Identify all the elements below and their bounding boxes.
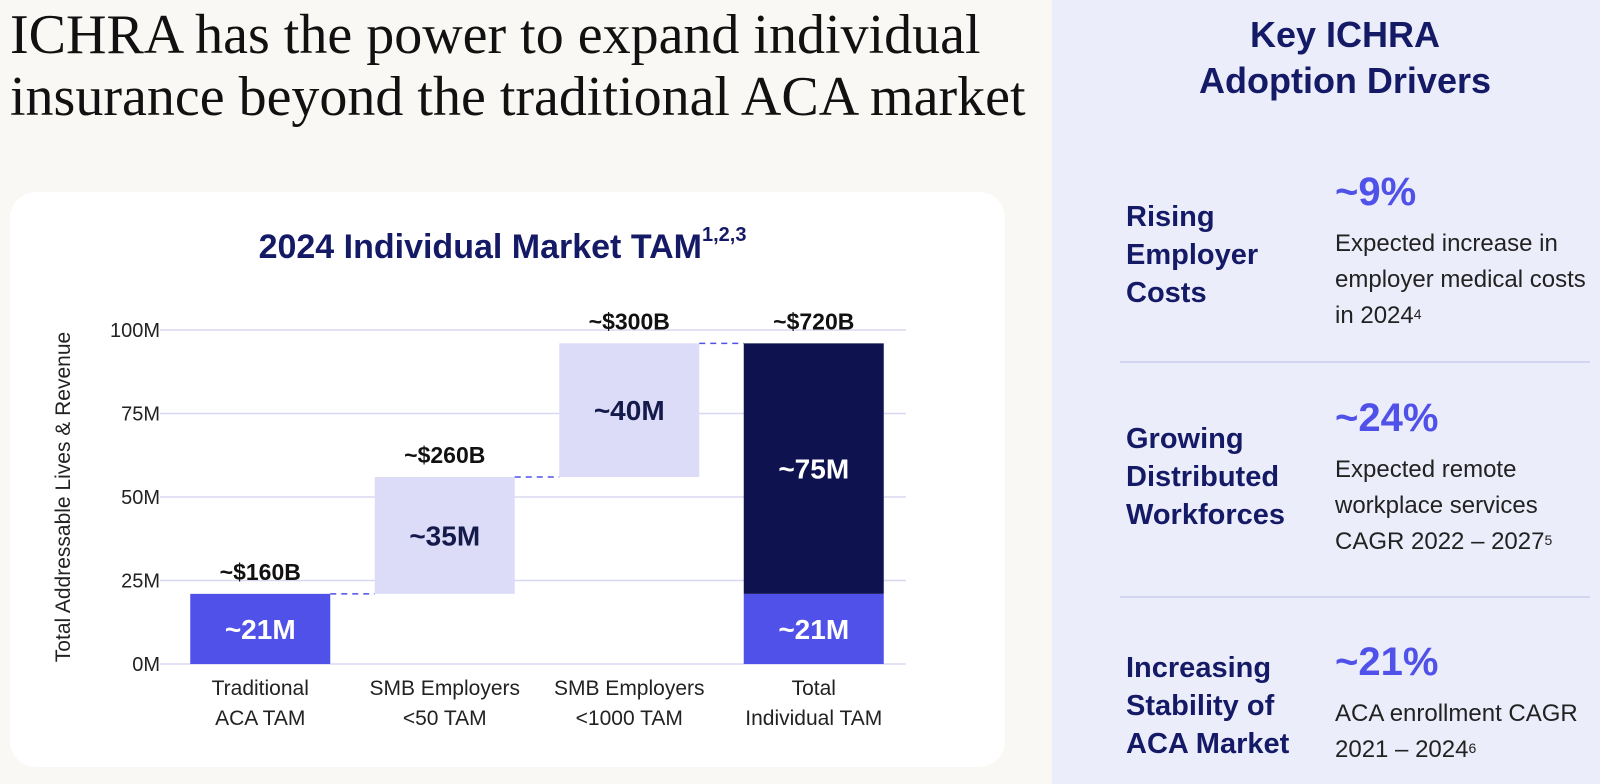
chart-title-footnote: 1,2,3 bbox=[701, 224, 747, 246]
driver-desc-text: Expected remote workplace services CAGR … bbox=[1335, 456, 1545, 555]
driver-stat-rising-costs: ~9% bbox=[1335, 170, 1417, 214]
driver-desc-distributed-workforce: Expected remote workplace services CAGR … bbox=[1335, 452, 1595, 560]
x-category-label: SMB Employers bbox=[369, 677, 520, 700]
waterfall-bar bbox=[190, 593, 331, 664]
bar-value-label: ~21M bbox=[778, 614, 849, 645]
x-category-label: <50 TAM bbox=[403, 707, 487, 730]
bar-value-label: ~21M bbox=[225, 614, 296, 645]
driver-stat-distributed-workforce: ~24% bbox=[1335, 396, 1439, 440]
x-category-label: ACA TAM bbox=[215, 707, 305, 730]
x-category-label: Individual TAM bbox=[745, 707, 882, 730]
y-axis-title: Total Addressable Lives & Revenue bbox=[52, 332, 75, 662]
bar-value-label: ~40M bbox=[594, 395, 665, 426]
waterfall-bar bbox=[374, 476, 515, 594]
driver-label-rising-costs: Rising Employer Costs bbox=[1126, 201, 1259, 309]
y-tick-label: 0M bbox=[132, 654, 160, 676]
driver-desc-text: Expected increase in employer medical co… bbox=[1335, 230, 1586, 329]
driver-footnote: 5 bbox=[1544, 532, 1553, 548]
y-tick-label: 100M bbox=[110, 320, 160, 342]
driver-label-aca-stability: Increasing Stability of ACA Market bbox=[1126, 652, 1290, 760]
chart-title-text: 2024 Individual Market TAM bbox=[258, 228, 702, 266]
driver-footnote: 4 bbox=[1413, 306, 1422, 322]
waterfall-bar bbox=[743, 593, 884, 664]
waterfall-bar bbox=[559, 343, 700, 477]
drivers-panel bbox=[1052, 0, 1600, 784]
driver-desc-text: ACA enrollment CAGR 2021 – 2024 bbox=[1335, 700, 1578, 763]
driver-divider bbox=[1120, 596, 1590, 598]
bar-value-label: ~75M bbox=[778, 454, 849, 485]
bar-revenue-label: ~$720B bbox=[773, 308, 854, 334]
y-tick-label: 50M bbox=[121, 487, 160, 509]
tam-waterfall-chart: 0M 25M 50M 75M 100M Total Addressable Lives &… bbox=[52, 308, 906, 730]
panel-title-line1: Key ICHRA bbox=[1249, 14, 1441, 55]
x-category-label: SMB Employers bbox=[554, 677, 705, 700]
panel-title: Key ICHRA Adoption Drivers bbox=[1120, 12, 1570, 104]
driver-desc-rising-costs: Expected increase in employer medical co… bbox=[1335, 226, 1595, 334]
driver-label-distributed-workforce: Growing Distributed Workforces bbox=[1126, 423, 1286, 531]
waterfall-bar bbox=[743, 343, 884, 594]
x-category-label: Total bbox=[792, 677, 836, 700]
driver-desc-aca-stability: ACA enrollment CAGR 2021 – 20246 bbox=[1335, 696, 1595, 768]
headline: ICHRA has the power to expand individual… bbox=[10, 4, 1026, 128]
bar-revenue-label: ~$260B bbox=[404, 442, 485, 468]
x-category-label: Traditional bbox=[212, 677, 309, 700]
y-tick-label: 75M bbox=[121, 404, 160, 426]
driver-stat-aca-stability: ~21% bbox=[1335, 640, 1439, 684]
driver-divider bbox=[1120, 361, 1590, 363]
bar-revenue-label: ~$160B bbox=[220, 559, 301, 585]
x-category-label: <1000 TAM bbox=[576, 707, 683, 730]
chart-title: 2024 Individual Market TAM1,2,3 bbox=[0, 224, 1005, 267]
driver-footnote: 6 bbox=[1468, 740, 1477, 756]
y-tick-label: 25M bbox=[121, 571, 160, 593]
bar-value-label: ~35M bbox=[409, 520, 480, 551]
bar-revenue-label: ~$300B bbox=[589, 308, 670, 334]
panel-title-line2: Adoption Drivers bbox=[1198, 60, 1492, 101]
